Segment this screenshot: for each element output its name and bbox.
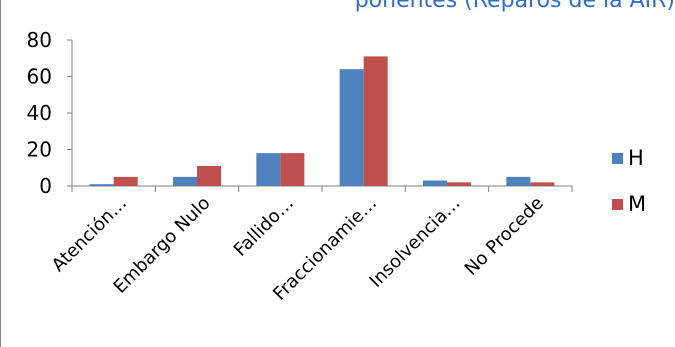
bar-m [363, 56, 388, 186]
y-tick-label: 80 [27, 28, 52, 52]
legend-swatch-h [612, 153, 623, 164]
bar-h [339, 69, 364, 186]
x-category-label: Atención… [48, 193, 131, 276]
x-category-label: No Procede [461, 193, 548, 280]
x-category-label: Fallido… [230, 193, 298, 261]
bar-m [113, 176, 138, 186]
legend-swatch-m [612, 199, 623, 210]
bar-m [197, 165, 221, 186]
legend-label-h: H [628, 146, 644, 170]
bar-m [280, 153, 305, 186]
bar-m [530, 182, 555, 186]
y-tick-label: 0 [39, 174, 52, 198]
bar-m [447, 182, 471, 186]
y-tick-label: 20 [27, 138, 52, 162]
chart-title: ponentes (Reparos de la AIR) [354, 0, 675, 13]
bar-h [173, 176, 197, 186]
bar-h [423, 180, 447, 186]
y-tick-label: 40 [27, 101, 52, 125]
legend-label-m: M [628, 192, 646, 216]
bar-h [89, 184, 114, 186]
y-tick-label: 60 [27, 65, 52, 89]
bar-h [506, 176, 531, 186]
bar-h [256, 153, 281, 186]
